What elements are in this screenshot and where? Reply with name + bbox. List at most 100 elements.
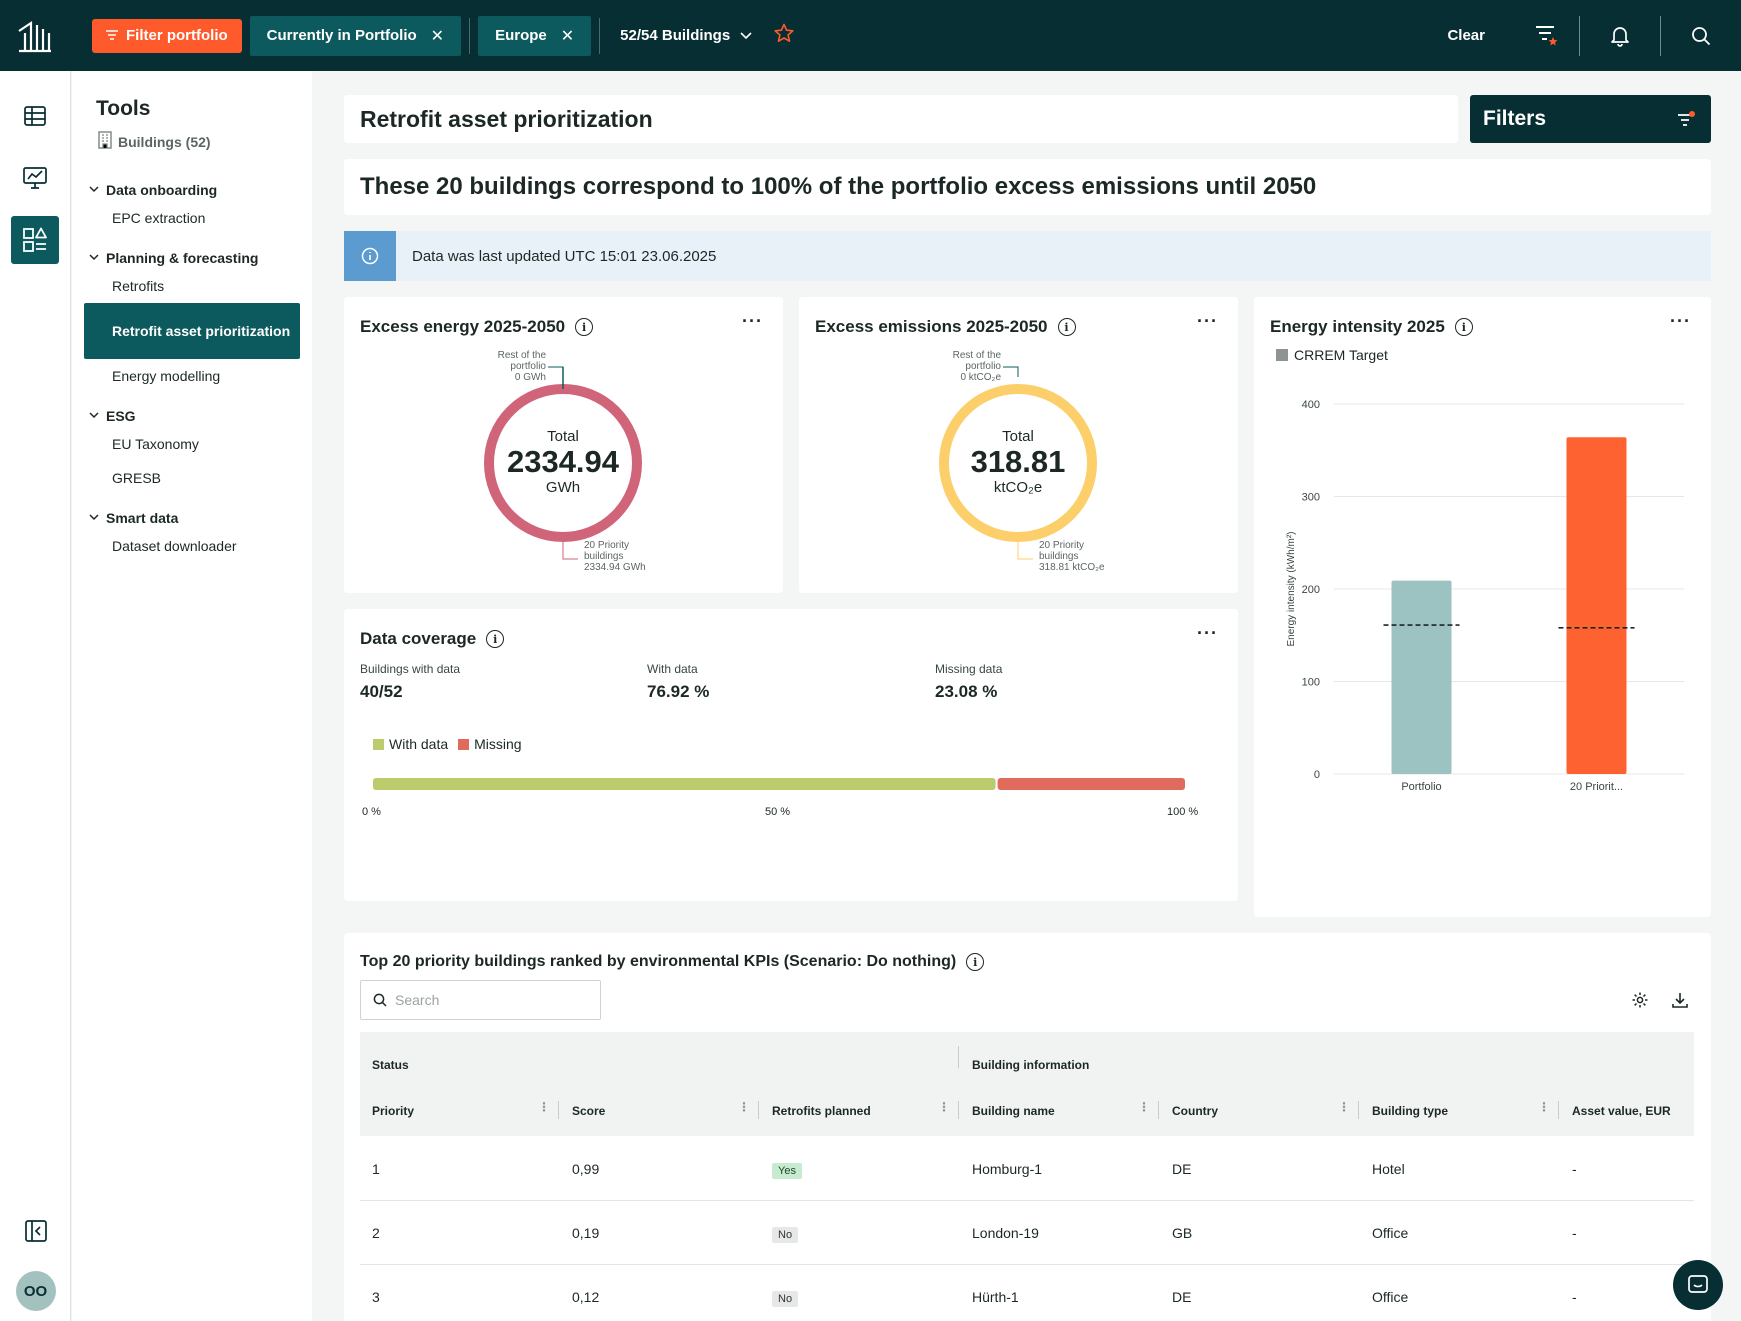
nav-item-energy-modelling[interactable]: Energy modelling — [112, 368, 221, 384]
nav-group-data-onboarding[interactable]: Data onboarding — [72, 179, 312, 201]
tools-nav: Data onboarding EPC extraction Planning … — [72, 179, 312, 563]
prio-line1: 20 Priority — [584, 540, 630, 551]
filter-portfolio-button[interactable]: Filter portfolio — [92, 18, 242, 53]
col-header-asset-value[interactable]: Asset value, EUR — [1572, 1104, 1671, 1118]
status-badge: No — [772, 1227, 799, 1243]
app-logo[interactable] — [0, 0, 70, 71]
info-icon[interactable]: i — [966, 953, 985, 971]
nav-item-epc-extraction[interactable]: EPC extraction — [112, 210, 206, 226]
col-header-retrofits[interactable]: Retrofits planned — [772, 1104, 871, 1118]
column-divider[interactable] — [1558, 1101, 1559, 1119]
emissions-donut — [939, 366, 1097, 560]
cell-score: 0,99 — [572, 1161, 600, 1177]
info-icon[interactable]: i — [1057, 318, 1076, 336]
nav-group-esg[interactable]: ESG — [72, 405, 312, 427]
collapse-sidebar-icon[interactable] — [24, 1220, 47, 1247]
col-header-priority[interactable]: Priority — [372, 1104, 415, 1118]
y-tick-label: 300 — [1302, 492, 1320, 504]
chat-support-button[interactable] — [1673, 1260, 1723, 1310]
chip-europe[interactable]: Europe ✕ — [478, 15, 592, 56]
avatar[interactable]: OO — [15, 1271, 56, 1311]
stat-value: 23.08 % — [935, 682, 998, 701]
leader-line-rest — [548, 366, 564, 377]
cell-building-type: Office — [1372, 1289, 1409, 1305]
nav-item-eu-taxonomy[interactable]: EU Taxonomy — [112, 436, 199, 452]
col-header-building-name[interactable]: Building name — [972, 1104, 1055, 1118]
column-menu-icon[interactable]: ⋮ — [538, 1100, 550, 1114]
divider — [1660, 15, 1661, 56]
search-placeholder: Search — [395, 992, 440, 1008]
column-divider[interactable] — [1158, 1101, 1159, 1119]
dashboard-monitor-icon[interactable] — [11, 154, 59, 202]
col-header-building-type[interactable]: Building type — [1372, 1104, 1448, 1118]
top-bar-actions: Clear — [1447, 0, 1741, 71]
nav-group-label: ESG — [106, 408, 136, 424]
coverage-bar-with-data[interactable] — [373, 778, 996, 790]
more-options-icon[interactable]: ··· — [1197, 311, 1218, 331]
column-divider[interactable] — [1358, 1101, 1359, 1119]
info-icon[interactable]: i — [575, 318, 594, 336]
priority-label: 20 Priority buildings 318.81 ktCO₂e — [1039, 540, 1105, 573]
card-title-text: Top 20 priority buildings ranked by envi… — [360, 953, 957, 970]
settings-gear-icon[interactable] — [1631, 991, 1649, 1014]
buildings-select[interactable]: 52/54 Buildings — [620, 27, 752, 44]
nav-item-retrofits[interactable]: Retrofits — [112, 278, 165, 294]
y-tick-label: 100 — [1302, 677, 1320, 689]
nav-group-label: Planning & forecasting — [106, 250, 259, 266]
cell-score: 0,12 — [572, 1289, 600, 1305]
column-divider[interactable] — [758, 1101, 759, 1119]
clear-button[interactable]: Clear — [1447, 27, 1485, 44]
info-icon[interactable]: i — [1454, 318, 1473, 336]
headline: These 20 buildings correspond to 100% of… — [344, 159, 1711, 215]
stat-label: With data — [647, 662, 698, 676]
chip-currently-in-portfolio[interactable]: Currently in Portfolio ✕ — [249, 15, 462, 56]
coverage-bar-missing[interactable] — [997, 778, 1185, 790]
close-icon[interactable]: ✕ — [430, 27, 445, 45]
column-menu-icon[interactable]: ⋮ — [1538, 1100, 1550, 1114]
column-menu-icon[interactable]: ⋮ — [1138, 1100, 1150, 1114]
nav-group-label: Data onboarding — [106, 182, 218, 198]
search-icon[interactable] — [1661, 0, 1741, 71]
status-badge: No — [772, 1291, 799, 1307]
column-divider[interactable] — [958, 1101, 959, 1119]
card-title-text: Excess energy 2025-2050 — [360, 317, 566, 336]
star-icon[interactable] — [774, 23, 794, 49]
col-header-score[interactable]: Score — [572, 1104, 606, 1118]
more-options-icon[interactable]: ··· — [742, 311, 763, 331]
bell-icon[interactable] — [1580, 0, 1660, 71]
filter-portfolio-label: Filter portfolio — [126, 27, 228, 44]
legend-missing[interactable]: Missing — [458, 736, 522, 752]
divider — [469, 17, 471, 54]
buildings-count[interactable]: Buildings (52) — [98, 131, 211, 152]
table-view-icon[interactable] — [11, 92, 59, 140]
tools-icon[interactable] — [11, 216, 59, 264]
filters-button[interactable]: Filters — [1470, 95, 1711, 143]
column-menu-icon[interactable]: ⋮ — [938, 1100, 950, 1114]
chart-legend[interactable]: CRREM Target — [1276, 347, 1388, 363]
nav-group-planning[interactable]: Planning & forecasting — [72, 247, 312, 269]
nav-group-smart-data[interactable]: Smart data — [72, 507, 312, 529]
close-icon[interactable]: ✕ — [560, 27, 575, 45]
info-icon[interactable]: i — [486, 630, 505, 648]
info-banner: Data was last updated UTC 15:01 23.06.20… — [344, 231, 1711, 281]
more-options-icon[interactable]: ··· — [1670, 311, 1691, 331]
cell-retrofits: No — [772, 1289, 799, 1307]
more-options-icon[interactable]: ··· — [1197, 623, 1218, 643]
column-divider[interactable] — [558, 1101, 559, 1119]
status-badge: Yes — [772, 1163, 802, 1179]
row-divider — [360, 1200, 1694, 1201]
nav-item-dataset-downloader[interactable]: Dataset downloader — [112, 538, 237, 554]
nav-item-gresb[interactable]: GRESB — [112, 470, 162, 486]
search-input[interactable]: Search — [360, 980, 601, 1020]
col-header-country[interactable]: Country — [1172, 1104, 1218, 1118]
energy-intensity-card: Energy intensity 2025 i ··· CRREM Target… — [1254, 297, 1711, 917]
card-title: Energy intensity 2025 i — [1270, 317, 1473, 337]
saved-filters-icon[interactable] — [1515, 0, 1579, 71]
legend-with-data[interactable]: With data — [373, 736, 448, 752]
download-icon[interactable] — [1671, 991, 1689, 1014]
rest-line1: Rest of the — [952, 350, 1001, 361]
column-menu-icon[interactable]: ⋮ — [1338, 1100, 1350, 1114]
y-axis-label: Energy intensity (kWh/m²) — [1286, 531, 1297, 646]
nav-item-retrofit-asset-prioritization[interactable]: Retrofit asset prioritization — [84, 303, 300, 359]
column-menu-icon[interactable]: ⋮ — [738, 1100, 750, 1114]
